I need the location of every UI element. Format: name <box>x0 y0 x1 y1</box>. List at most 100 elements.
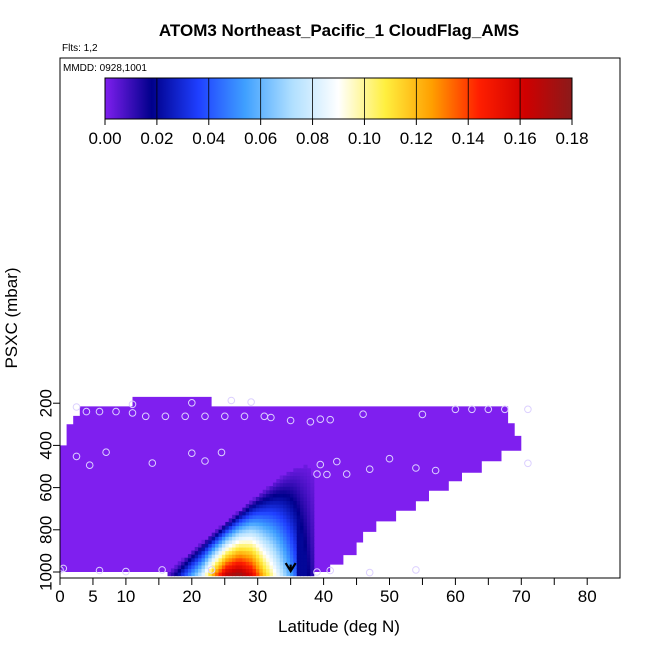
cloud-cell <box>238 543 243 548</box>
cloud-cell <box>266 507 271 512</box>
cloud-cell <box>255 529 260 534</box>
cloud-cell <box>174 572 179 577</box>
cloud-cell <box>306 479 311 484</box>
cloud-cell <box>269 539 274 544</box>
cloud-cell <box>276 496 281 502</box>
cloud-cell <box>235 557 240 562</box>
cloud-cell <box>259 539 264 544</box>
cloud-cell <box>259 525 264 530</box>
scatter-point <box>141 412 150 421</box>
cloud-cell <box>286 500 291 505</box>
cloud-cell <box>252 504 257 509</box>
cloud-cell <box>303 464 308 469</box>
cloud-cell <box>289 539 294 544</box>
cloud-cell <box>286 525 291 530</box>
cloud-cell <box>201 564 206 570</box>
cloud-cell <box>279 511 284 516</box>
cloud-cell <box>300 518 305 523</box>
depth-marker-arrow <box>284 562 297 574</box>
colorbar-tick-label: 0.10 <box>348 129 381 148</box>
cloud-cell <box>245 504 250 509</box>
cloud-cell <box>252 554 257 559</box>
scatter-point <box>313 470 321 478</box>
cloud-cell <box>266 539 271 544</box>
cloud-cell <box>266 546 271 552</box>
cloud-cell <box>266 554 271 559</box>
cloud-cell <box>235 532 240 537</box>
cloud-cell <box>198 557 203 562</box>
cloud-cell <box>296 564 301 570</box>
scatter-point <box>227 396 236 405</box>
x-tick-label: 20 <box>182 587 201 606</box>
cloud-cell <box>303 504 308 509</box>
cloud-cell <box>303 507 308 512</box>
cloud-cell <box>249 514 254 519</box>
date-annotation: MMDD: 0928,1001 <box>63 63 147 74</box>
cloud-cell <box>262 546 267 552</box>
cloud-cell <box>255 500 260 505</box>
cloud-cell <box>238 554 243 559</box>
scatter-point <box>286 416 295 425</box>
scatter-point <box>418 410 427 419</box>
cloud-cell <box>279 493 284 498</box>
cloud-cell <box>293 525 298 530</box>
cloud-cell <box>279 504 284 509</box>
cloud-cell <box>286 546 291 552</box>
cloud-cell <box>303 521 308 527</box>
cloud-cell <box>283 504 288 509</box>
cloud-cell <box>235 514 240 519</box>
cloud-cell <box>310 539 315 544</box>
cloud-cell <box>218 557 223 562</box>
cloud-cell <box>238 518 243 523</box>
cloud-cell <box>225 521 230 527</box>
cloud-cell <box>191 564 196 570</box>
cloud-cell <box>208 536 213 541</box>
cloud-cell <box>198 572 203 577</box>
cloud-cell <box>300 468 305 473</box>
cloud-cell <box>283 532 288 537</box>
cloud-cell <box>228 564 233 570</box>
cloud-cell <box>235 564 240 570</box>
cloud-cell <box>242 521 247 527</box>
cloud-cell <box>300 572 305 577</box>
cloud-cell <box>272 546 277 552</box>
cloud-cell <box>218 536 223 541</box>
cloud-cell <box>245 546 250 552</box>
cloud-cell <box>249 557 254 562</box>
cloud-cell <box>218 568 223 573</box>
cloud-cell <box>276 521 281 527</box>
cloud-cell <box>293 554 298 559</box>
cloud-cell <box>242 546 247 552</box>
cloud-cell <box>245 532 250 537</box>
cloud-cell <box>283 568 288 573</box>
cloud-cell <box>269 561 274 566</box>
cloud-cell <box>293 507 298 512</box>
cloud-cell <box>293 493 298 498</box>
cloud-cell <box>174 568 179 573</box>
cloud-cell <box>289 475 294 480</box>
cloud-cell <box>303 554 308 559</box>
cloud-cell <box>262 564 267 570</box>
cloud-cell <box>259 546 264 552</box>
cloud-cell <box>293 539 298 544</box>
cloud-cell <box>276 500 281 505</box>
cloud-cell <box>310 507 315 512</box>
cloud-cell <box>259 514 264 519</box>
scatter-point <box>247 398 255 406</box>
cloud-cell <box>286 554 291 559</box>
cloud-cell <box>272 536 277 541</box>
cloud-cell <box>228 525 233 530</box>
y-tick-label: 200 <box>37 389 56 417</box>
cloud-cell <box>286 514 291 519</box>
cloud-cell <box>279 543 284 548</box>
cloud-cell <box>306 518 311 523</box>
cloud-cell <box>235 543 240 548</box>
cloud-cell <box>221 550 226 555</box>
y-axis-label: PSXC (mbar) <box>2 267 21 368</box>
cloud-cell <box>303 539 308 544</box>
x-tick-label: 5 <box>88 587 97 606</box>
cloud-cell <box>286 504 291 509</box>
cloud-cell <box>289 504 294 509</box>
cloud-cell <box>242 557 247 562</box>
